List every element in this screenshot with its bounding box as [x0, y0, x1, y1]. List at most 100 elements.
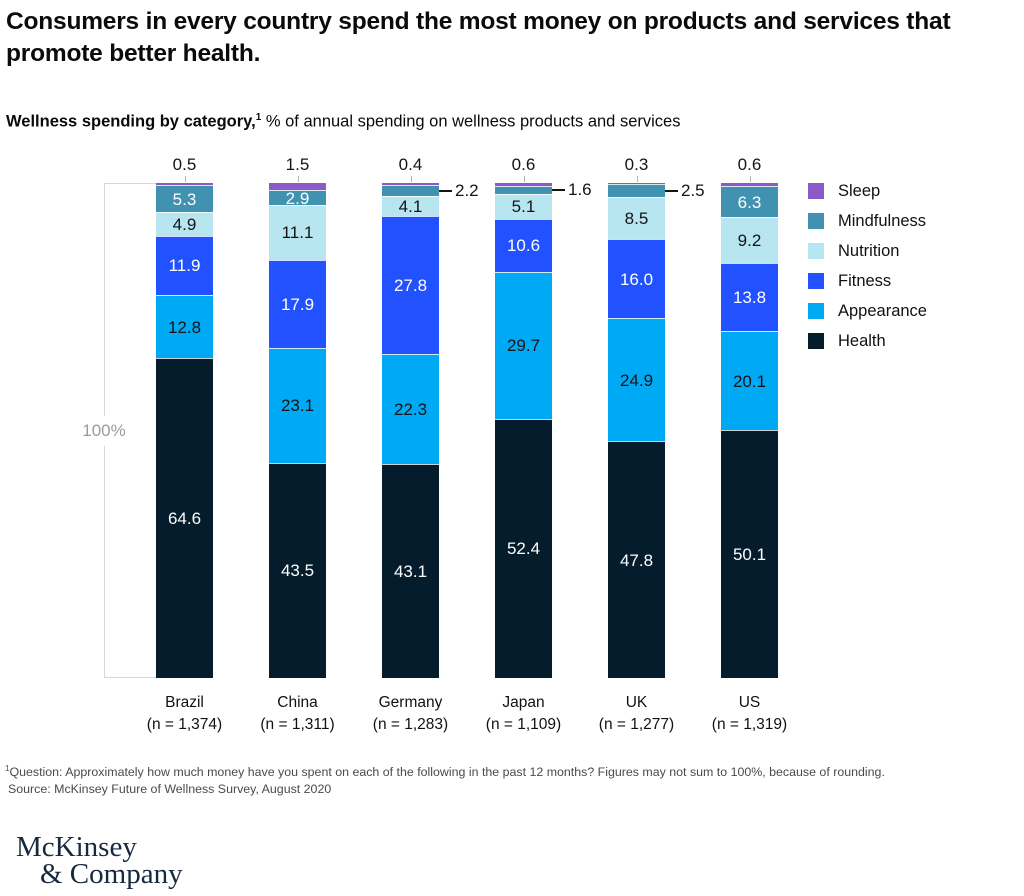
value-label-nutrition-us: 9.2	[737, 230, 762, 250]
legend-label-nutrition: Nutrition	[838, 241, 900, 260]
x-label-uk: UK (n = 1,277)	[599, 692, 674, 736]
value-label-sleep-germany: 0.4	[398, 155, 423, 174]
value-label-appearance-uk: 24.9	[619, 370, 654, 390]
segment-sleep-japan	[495, 183, 552, 186]
legend-item-appearance: Appearance	[808, 301, 927, 320]
value-label-mindfulness-brazil: 5.3	[172, 189, 197, 209]
legend-label-appearance: Appearance	[838, 301, 927, 320]
value-label-appearance-germany: 22.3	[393, 400, 428, 420]
value-label-mindfulness-uk: 2.5	[665, 181, 705, 201]
x-label-brazil: Brazil (n = 1,374)	[147, 692, 222, 736]
legend-label-fitness: Fitness	[838, 271, 892, 290]
sample-size: (n = 1,283)	[372, 716, 449, 733]
segment-nutrition-us: 9.2	[721, 217, 778, 263]
legend-swatch-appearance	[808, 303, 824, 319]
x-label-china: China (n = 1,311)	[260, 692, 334, 736]
segment-appearance-uk: 24.9	[608, 318, 665, 442]
segment-fitness-china: 17.9	[269, 259, 326, 349]
value-label-mindfulness-germany: 2.2	[439, 181, 479, 201]
legend-swatch-health	[808, 333, 824, 349]
segment-nutrition-brazil: 4.9	[156, 211, 213, 236]
value-label-health-brazil: 64.6	[167, 509, 202, 529]
callout-line	[665, 190, 678, 193]
value-label-appearance-china: 23.1	[280, 396, 315, 416]
segment-health-uk: 47.8	[608, 441, 665, 678]
bar-japan: 0.6 1.6 5.1 10.6 29.7 52.4	[495, 155, 592, 678]
sample-size: (n = 1,374)	[146, 716, 223, 733]
x-label-japan: Japan (n = 1,109)	[486, 692, 561, 736]
value-label-health-uk: 47.8	[619, 550, 654, 570]
value-label-appearance-us: 20.1	[732, 371, 767, 391]
mckinsey-logo-line2: & Company	[40, 858, 183, 890]
value-label-mindfulness-us: 6.3	[737, 192, 762, 212]
segment-appearance-japan: 29.7	[495, 271, 552, 419]
bar-uk: 0.3 2.5 8.5 16.0 24.9 47.8	[608, 155, 705, 678]
value-label-fitness-brazil: 11.9	[168, 256, 201, 276]
segment-mindfulness-japan: 1.6	[495, 180, 592, 199]
chart-subtitle-bold: Wellness spending by category,	[6, 112, 256, 131]
value-label-nutrition-brazil: 4.9	[172, 214, 197, 234]
segment-fitness-us: 13.8	[721, 262, 778, 331]
bar-china: 1.5 2.9 11.1 17.9 23.1 43.5	[269, 155, 326, 678]
segment-mindfulness-uk: 2.5	[608, 181, 705, 200]
segment-health-us: 50.1	[721, 430, 778, 678]
segment-appearance-us: 20.1	[721, 330, 778, 431]
footnote: 1Question: Approximately how much money …	[5, 760, 1019, 798]
mckinsey-logo: McKinsey & Company	[16, 833, 183, 890]
segment-sleep-china	[269, 183, 326, 191]
legend-item-mindfulness: Mindfulness	[808, 211, 927, 230]
value-label-health-germany: 43.1	[393, 562, 428, 582]
legend-item-health: Health	[808, 332, 927, 350]
segment-sleep-germany	[382, 183, 439, 185]
segment-health-germany: 43.1	[382, 464, 439, 678]
page-title: Consumers in every country spend the mos…	[6, 8, 951, 67]
value-label-sleep-brazil: 0.5	[172, 155, 197, 174]
callout-line	[439, 189, 452, 192]
value-label-nutrition-germany: 4.1	[398, 197, 423, 217]
segment-health-brazil: 64.6	[156, 358, 213, 678]
segment-health-china: 43.5	[269, 462, 326, 678]
sample-size: (n = 1,311)	[260, 716, 335, 733]
segment-appearance-china: 23.1	[269, 348, 326, 463]
value-label-nutrition-japan: 5.1	[511, 197, 536, 217]
segment-mindfulness-brazil: 5.3	[156, 185, 213, 212]
footnote-question-superscript: 1	[5, 764, 10, 773]
callout-line	[552, 189, 565, 192]
legend-item-fitness: Fitness	[808, 271, 927, 290]
label-tick	[636, 176, 638, 182]
sample-size: (n = 1,319)	[711, 716, 788, 733]
sample-size: (n = 1,109)	[485, 716, 562, 733]
value-label-appearance-japan: 29.7	[506, 336, 541, 356]
legend-label-mindfulness: Mindfulness	[838, 211, 927, 230]
segment-fitness-germany: 27.8	[382, 216, 439, 354]
legend-swatch-mindfulness	[808, 213, 824, 229]
country-name: US	[738, 694, 761, 711]
x-label-us: US (n = 1,319)	[712, 692, 787, 736]
value-label-mindfulness-china: 2.9	[285, 188, 310, 208]
segment-mindfulness-china: 2.9	[269, 188, 326, 208]
value-label-nutrition-uk: 8.5	[624, 208, 649, 228]
label-tick	[523, 176, 525, 182]
chart-subtitle: Wellness spending by category,1 % of ann…	[6, 112, 680, 132]
segment-health-japan: 52.4	[495, 418, 552, 678]
bar-us: 0.6 6.3 9.2 13.8 20.1 50.1	[721, 155, 778, 678]
segment-mindfulness-germany: 2.2	[382, 181, 479, 200]
country-name: Japan	[502, 694, 545, 711]
legend-item-sleep: Sleep	[808, 182, 927, 200]
value-label-fitness-china: 17.9	[280, 295, 315, 314]
country-name: Germany	[378, 694, 443, 711]
hundred-percent-axis-label: 100%	[81, 415, 127, 446]
value-label-health-japan: 52.4	[506, 539, 541, 559]
x-axis-labels: Brazil (n = 1,374) China (n = 1,311) Germany…	[0, 692, 1024, 744]
chart-legend: Sleep Mindfulness Nutrition Fitness Appearan…	[808, 182, 927, 363]
label-tick	[749, 176, 751, 182]
x-label-germany: Germany (n = 1,283)	[373, 692, 448, 736]
value-label-fitness-japan: 10.6	[506, 236, 541, 256]
segment-fitness-brazil: 11.9	[156, 235, 213, 295]
segment-nutrition-japan: 5.1	[495, 193, 552, 220]
segment-sleep-us	[721, 183, 778, 186]
label-tick	[184, 176, 186, 182]
segment-appearance-brazil: 12.8	[156, 294, 213, 359]
footnote-question: 1Question: Approximately how much money …	[5, 764, 885, 780]
